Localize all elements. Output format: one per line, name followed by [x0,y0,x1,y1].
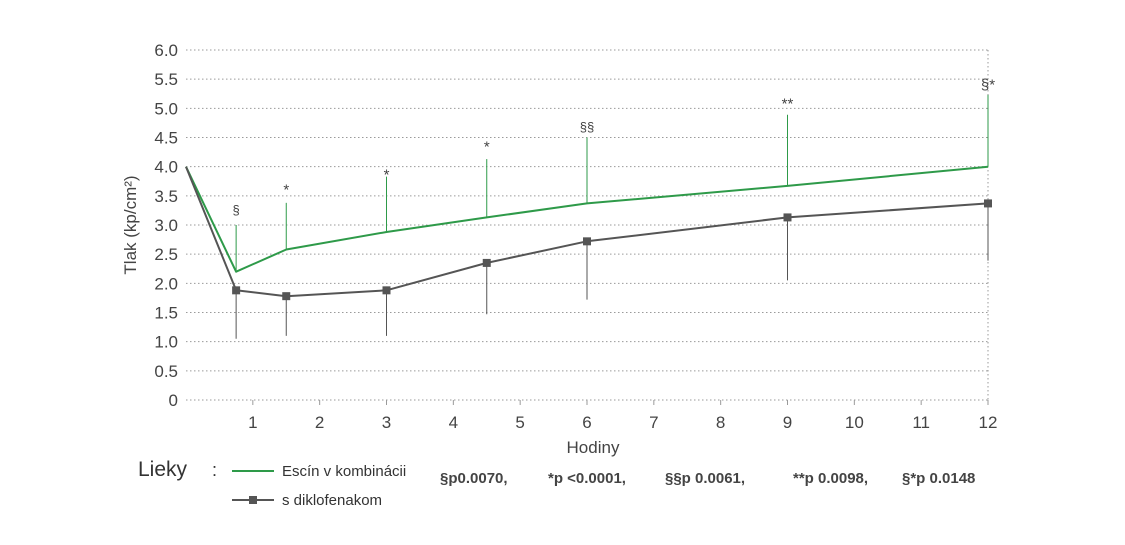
x-tick-label-11: 12 [979,413,998,432]
data-point-1-3 [382,286,391,295]
significance-mark-6: §* [981,77,995,94]
x-axis-title: Hodiny [567,438,620,457]
data-point-1-5 [583,237,591,246]
x-tick-label-3: 4 [449,413,458,432]
series-lines [185,165,989,298]
significance-mark-1: * [283,182,289,199]
x-tick-label-8: 9 [783,413,792,432]
y-tick-label-10: 5.0 [154,99,178,118]
y-tick-label-8: 4.0 [154,158,178,177]
x-tick-label-6: 7 [649,413,658,432]
y-tick-label-12: 6.0 [154,41,178,60]
significance-mark-4: §§ [580,120,594,135]
y-axis-ticks: 0 0.5 1.0 1.5 2.0 2.5 3.0 3.5 4.0 4.5 5.0 5.5 6.0 [154,41,178,410]
data-point-1-1 [232,286,241,295]
x-tick-label-4: 5 [515,413,524,432]
data-point-1-4 [482,258,491,267]
y-tick-label-4: 2.0 [154,274,178,293]
x-tick-label-2: 3 [382,413,391,432]
x-tick-label-1: 2 [315,413,324,432]
y-tick-label-0: 0 [169,391,178,410]
y-tick-label-1: 0.5 [154,362,178,381]
data-point-1-6 [783,213,792,222]
x-tick-label-5: 6 [582,413,591,432]
y-tick-label-2: 1.0 [154,333,178,352]
x-tick-label-9: 10 [845,413,864,432]
y-tick-label-3: 1.5 [154,304,178,323]
y-tick-label-9: 4.5 [154,129,178,148]
y-tick-label-6: 3.0 [154,216,178,235]
significance-mark-5: ** [782,95,794,112]
gridlines [186,49,989,401]
series-line-0 [185,165,989,273]
y-tick-label-5: 2.5 [154,245,178,264]
x-tick-label-0: 1 [248,413,257,432]
y-tick-label-7: 3.5 [154,187,178,206]
y-tick-label-11: 5.5 [154,70,178,89]
x-tick-label-7: 8 [716,413,725,432]
significance-mark-3: * [484,139,490,156]
significance-mark-0: § [233,203,240,218]
series-markers [232,199,992,301]
data-point-1-7 [984,199,992,208]
data-point-1-2 [282,292,291,301]
x-tick-label-10: 11 [912,413,930,432]
x-axis-ticks: 1 2 3 4 5 6 7 8 9 10 11 12 [248,400,997,432]
error-bars [235,94,989,339]
series-line-1 [185,166,989,298]
significance-mark-2: * [384,167,390,184]
significance-marks: §***§§**§* [233,77,996,218]
y-axis-title: Tlak (kp/cm²) [121,175,140,274]
